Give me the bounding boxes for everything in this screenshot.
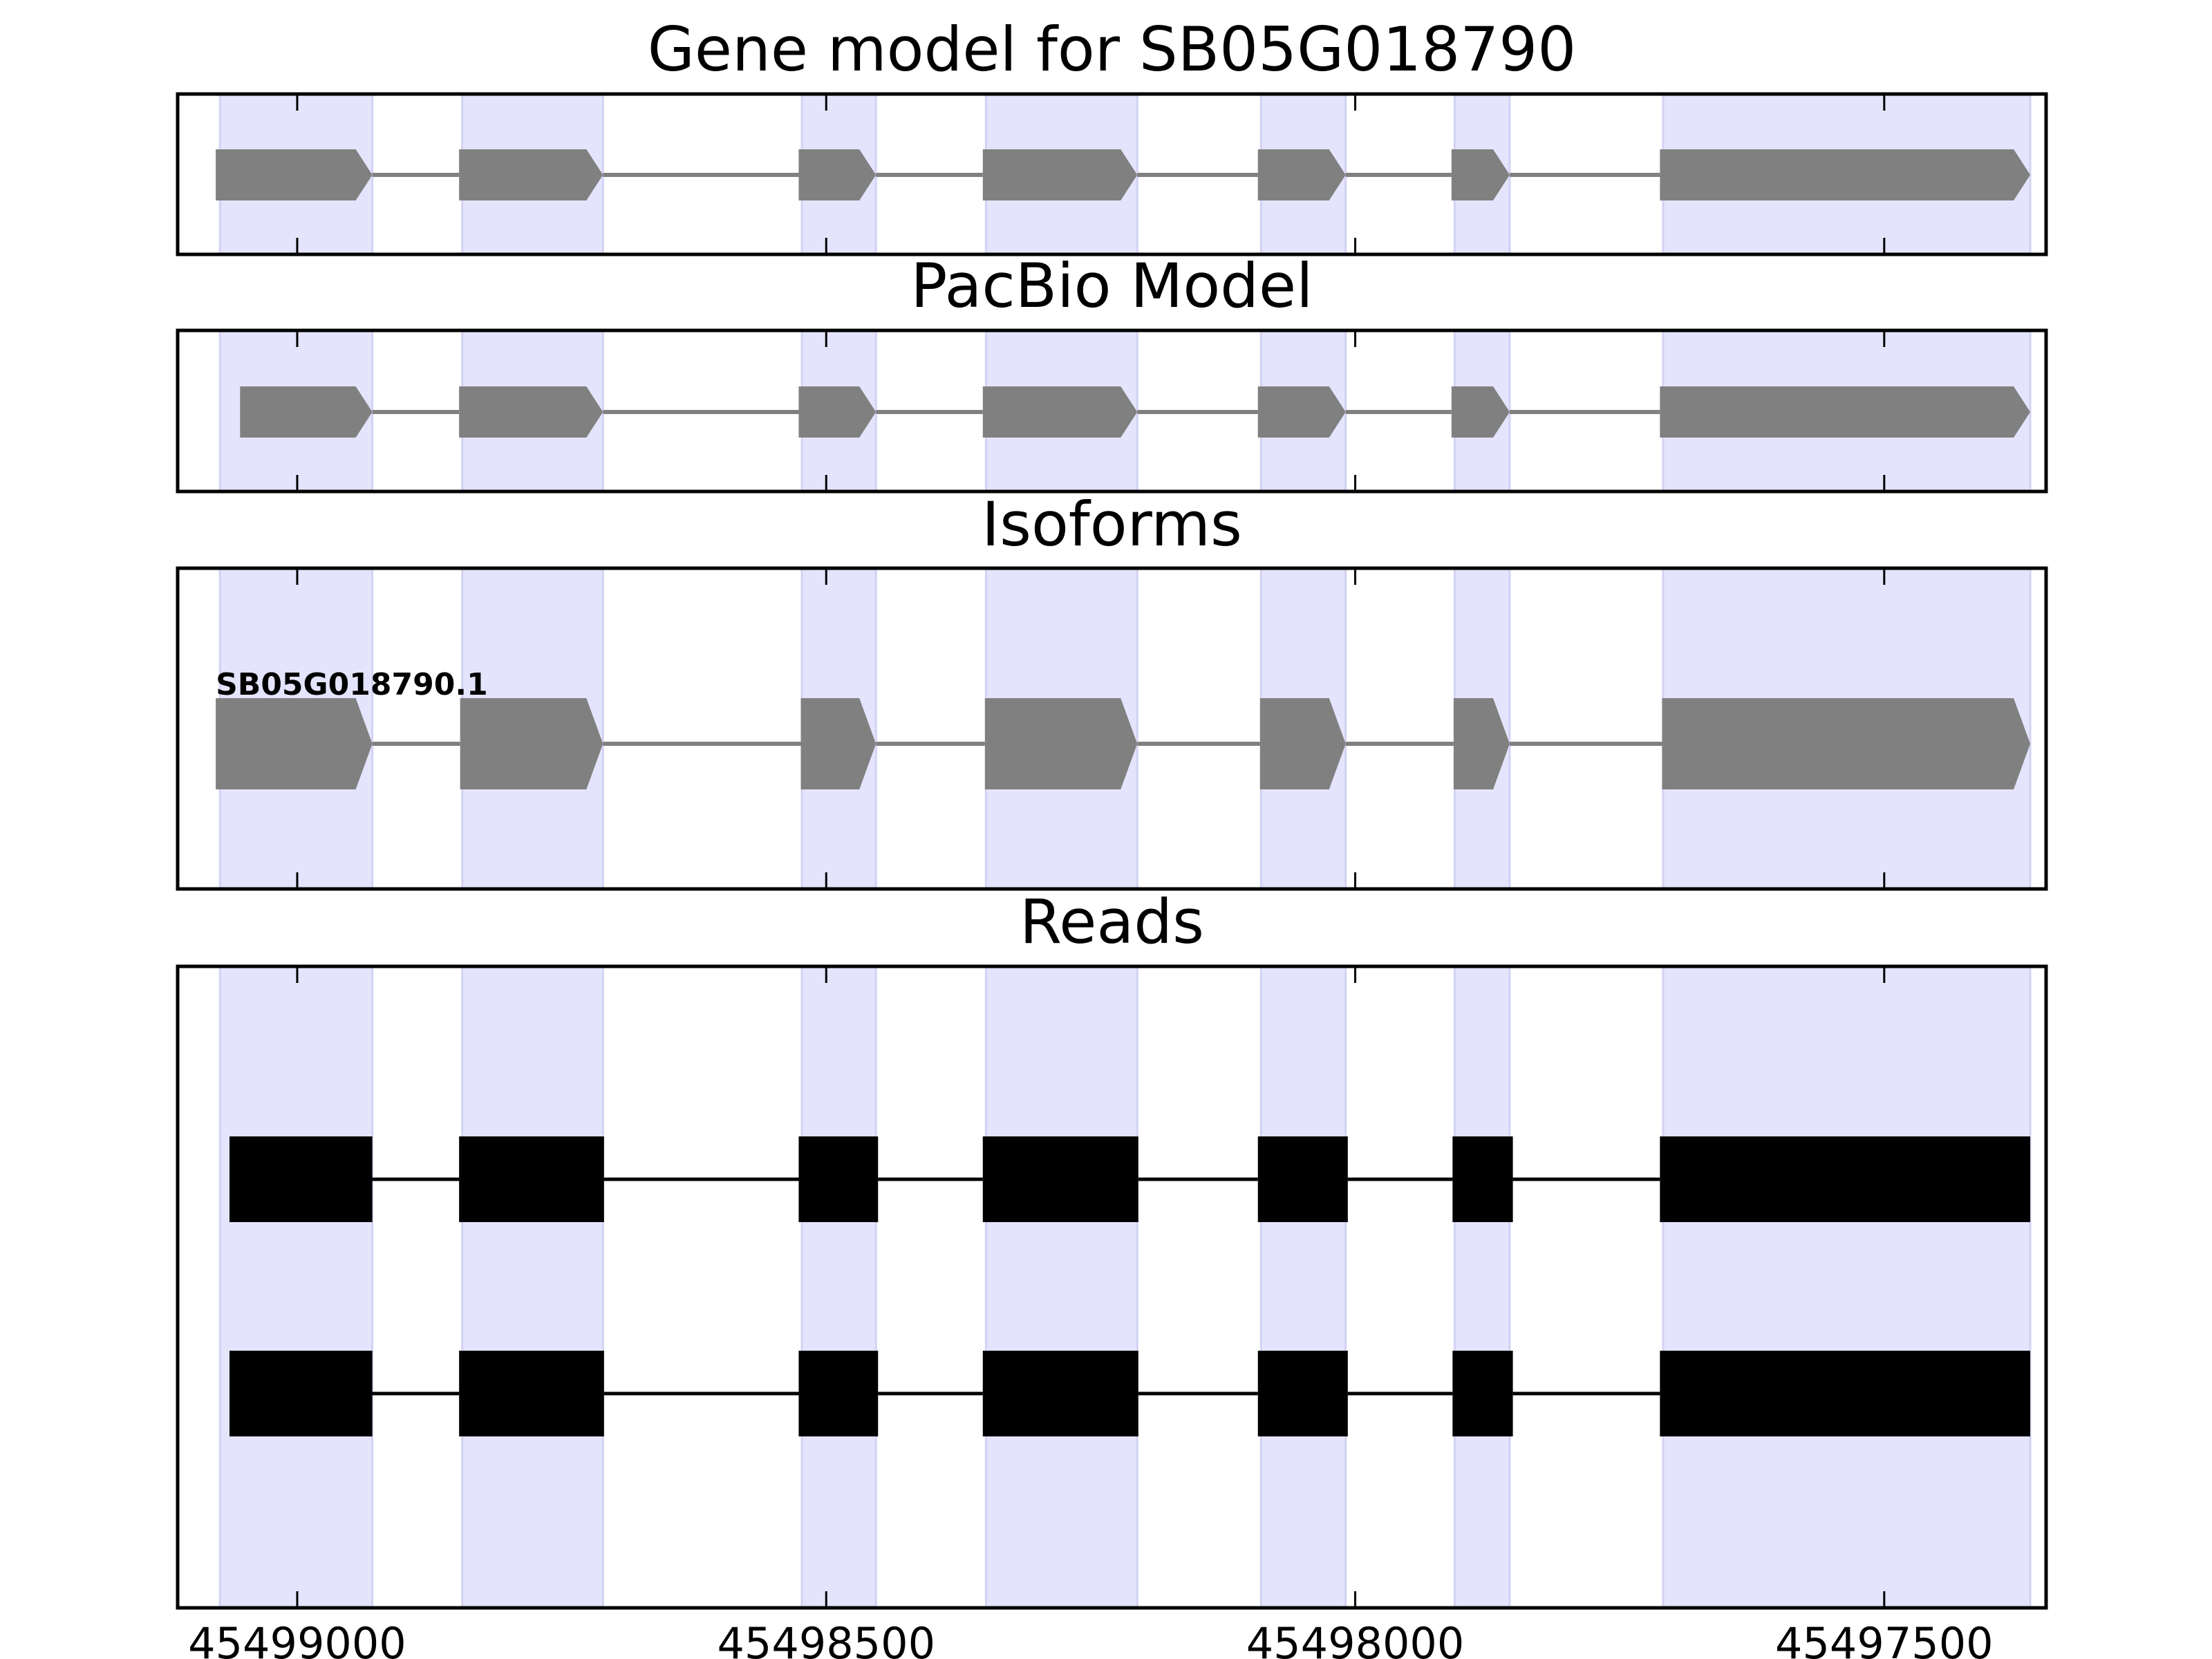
exon-arrow-4 (1257, 149, 1346, 200)
exon-arrow-4 (1257, 386, 1346, 438)
exon-arrow-0 (216, 698, 373, 789)
read-block-0 (229, 1351, 373, 1436)
feature-0 (229, 1136, 2031, 1222)
exon-shade-3 (984, 965, 1138, 1609)
exon-shade-1 (461, 965, 604, 1609)
panel-1: PacBio Model (176, 250, 2048, 494)
panel-title: Reads (1020, 886, 1204, 957)
feature-0: SB05G018790.1 (216, 667, 2031, 789)
panel-0: Gene model for SB05G018790 (176, 14, 2048, 256)
exon-arrow-6 (1660, 386, 2031, 438)
read-block-6 (1660, 1136, 2031, 1222)
read-block-5 (1452, 1351, 1513, 1436)
x-tick-label: 45498000 (1246, 1618, 1465, 1659)
exon-arrow-5 (1451, 386, 1510, 438)
panel-title: PacBio Model (910, 250, 1313, 321)
exon-arrow-2 (798, 386, 877, 438)
feature-0 (240, 386, 2031, 438)
exon-arrow-3 (984, 698, 1138, 789)
exon-shade-4 (1259, 965, 1347, 1609)
exon-arrow-6 (1660, 149, 2031, 200)
read-block-6 (1660, 1351, 2031, 1436)
panel-frame (176, 964, 2048, 1610)
exon-shade-5 (1453, 965, 1511, 1609)
exon-arrow-1 (459, 386, 603, 438)
read-block-2 (798, 1351, 879, 1436)
panel-3: Reads (176, 886, 2048, 1610)
read-block-3 (982, 1136, 1138, 1222)
exon-shade-0 (218, 965, 374, 1609)
read-block-0 (229, 1136, 373, 1222)
panel-title: Gene model for SB05G018790 (648, 14, 1577, 85)
isoform-label: SB05G018790.1 (216, 667, 488, 702)
panel-frame (176, 92, 2048, 256)
panel-title: Isoforms (982, 489, 1242, 560)
read-block-1 (459, 1136, 604, 1222)
panel-frame (176, 328, 2048, 494)
x-tick-label: 45498500 (717, 1618, 935, 1659)
panel-frame (176, 566, 2048, 891)
exon-shade-6 (1662, 965, 2032, 1609)
feature-0 (216, 149, 2031, 200)
read-block-2 (798, 1136, 879, 1222)
exon-arrow-3 (982, 386, 1138, 438)
read-block-4 (1257, 1136, 1348, 1222)
read-block-3 (982, 1351, 1138, 1436)
exon-arrow-1 (460, 698, 603, 789)
exon-arrow-0 (240, 386, 373, 438)
x-tick-label: 45499000 (188, 1618, 406, 1659)
exon-arrow-4 (1259, 698, 1346, 789)
exon-shade-2 (800, 965, 877, 1609)
panel-2: Isoforms SB05G018790.1 (176, 489, 2048, 891)
feature-1 (229, 1351, 2031, 1436)
read-block-4 (1257, 1351, 1348, 1436)
exon-arrow-2 (798, 149, 877, 200)
exon-arrow-3 (982, 149, 1138, 200)
exon-arrow-5 (1451, 149, 1510, 200)
exon-arrow-5 (1453, 698, 1510, 789)
read-block-1 (459, 1351, 604, 1436)
exon-arrow-6 (1662, 698, 2031, 789)
exon-arrow-2 (800, 698, 877, 789)
exon-arrow-1 (459, 149, 603, 200)
read-block-5 (1452, 1136, 1513, 1222)
exon-arrow-0 (216, 149, 373, 200)
x-tick-label: 45497500 (1775, 1618, 1994, 1659)
